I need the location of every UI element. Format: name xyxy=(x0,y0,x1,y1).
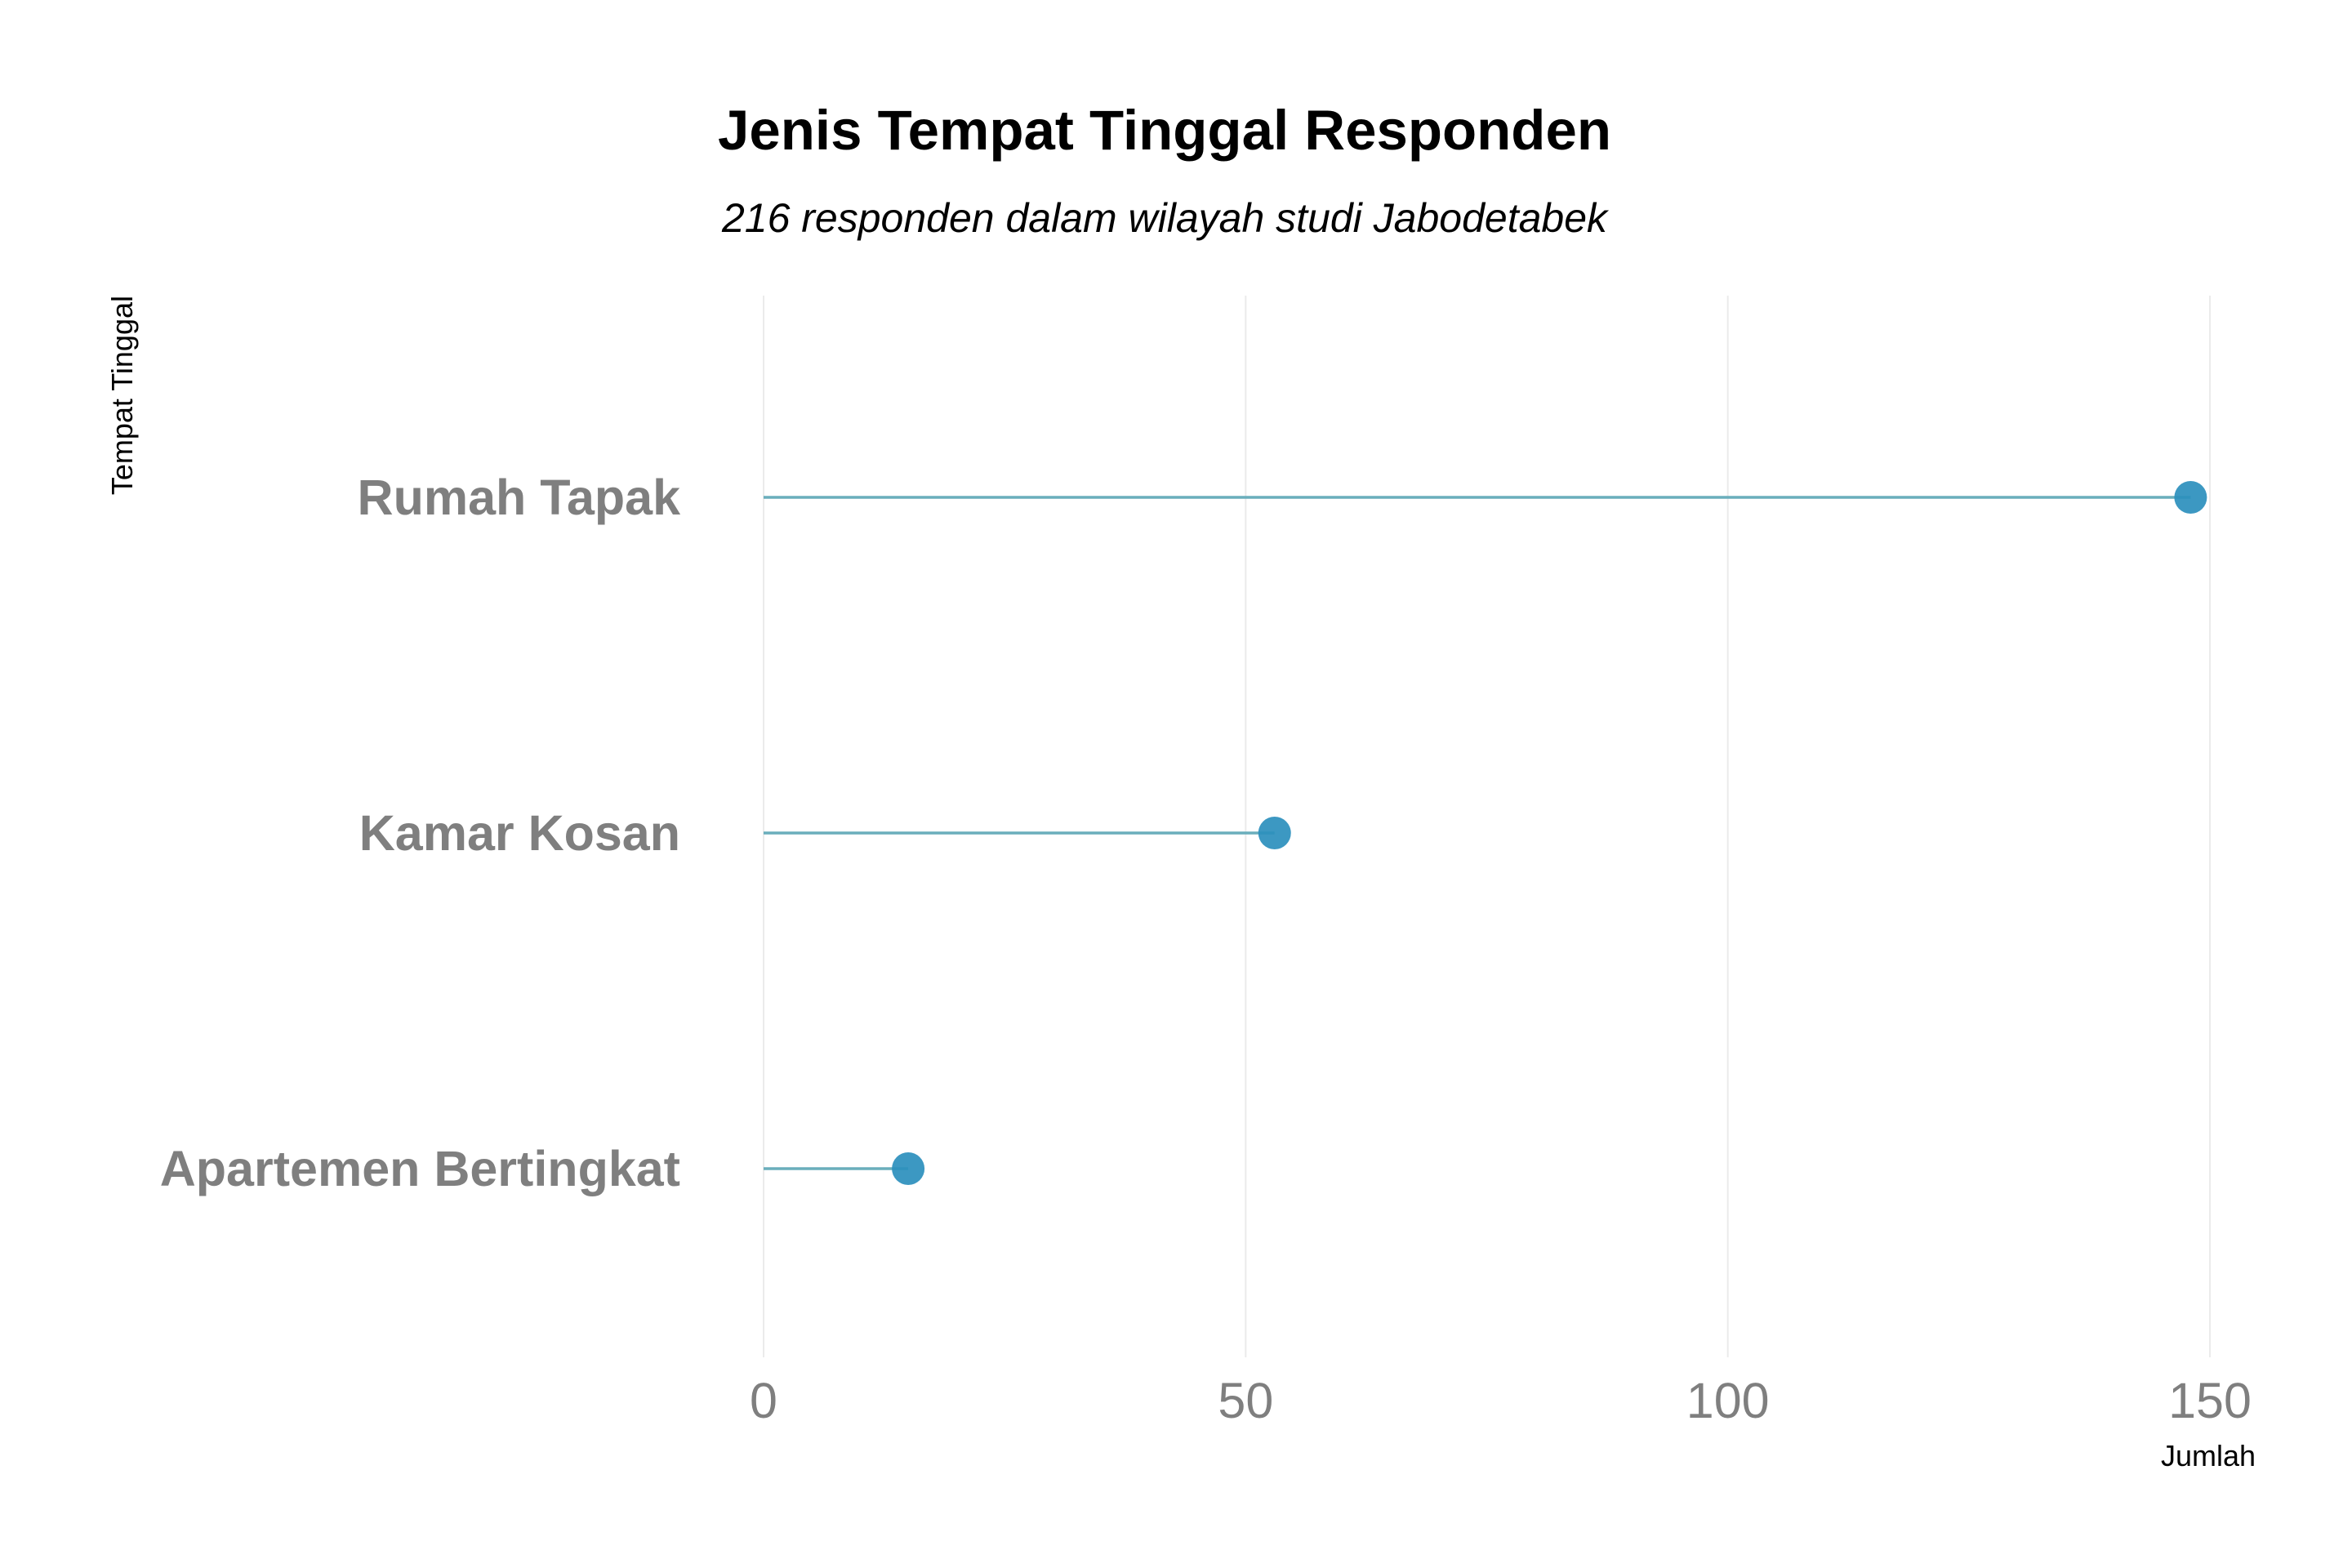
x-tick-label-100: 100 xyxy=(1686,1373,1770,1428)
x-tick-labels: 0 50 100 150 xyxy=(750,1373,2252,1428)
lollipop-stems xyxy=(764,496,2191,1170)
y-axis-title: Tempat Tinggal xyxy=(105,296,139,495)
x-tick-label-150: 150 xyxy=(2168,1373,2252,1428)
lollipop-points xyxy=(892,481,2207,1185)
grid-lines xyxy=(763,296,2211,1357)
chart-title: Jenis Tempat Tinggal Responden xyxy=(718,99,1611,162)
category-label-2: Apartemen Bertingkat xyxy=(160,1141,680,1196)
x-tick-label-50: 50 xyxy=(1218,1373,1273,1428)
point-1 xyxy=(1258,817,1291,849)
x-tick-label-0: 0 xyxy=(750,1373,777,1428)
point-0 xyxy=(2174,481,2207,514)
category-label-1: Kamar Kosan xyxy=(359,805,680,861)
point-2 xyxy=(892,1152,925,1185)
x-axis-title: Jumlah xyxy=(2161,1439,2256,1472)
category-labels: Rumah Tapak Kamar Kosan Apartemen Bertingk… xyxy=(160,470,680,1196)
chart-subtitle: 216 responden dalam wilayah studi Jabode… xyxy=(721,195,1610,241)
category-label-0: Rumah Tapak xyxy=(358,470,681,525)
